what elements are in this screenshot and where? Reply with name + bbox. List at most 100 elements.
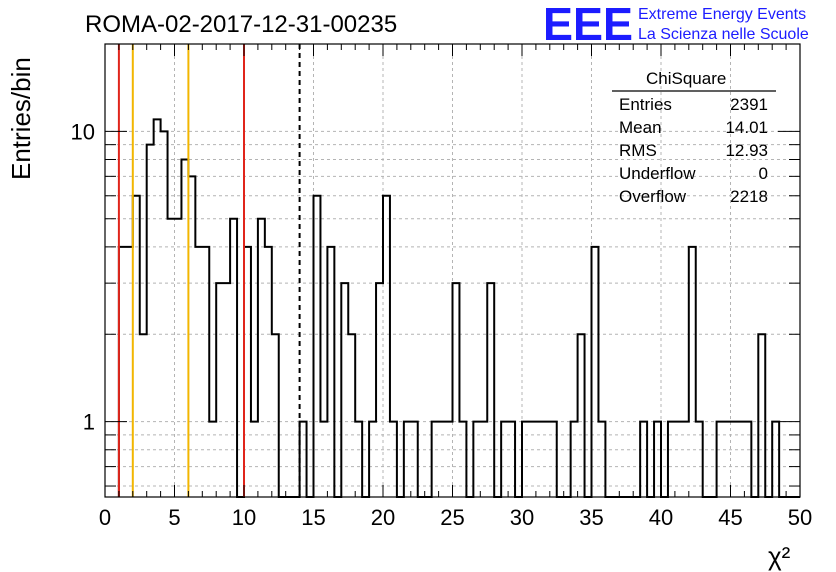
histogram-bin — [209, 422, 216, 497]
histogram-bin — [147, 145, 154, 497]
histogram-bin — [383, 196, 390, 497]
histogram-bin — [536, 422, 543, 497]
x-tick-label: 10 — [232, 505, 256, 530]
histogram-bin — [327, 247, 334, 497]
histogram-bin — [724, 422, 731, 497]
stats-value: 0 — [759, 164, 768, 183]
histogram-bin — [480, 422, 487, 497]
histogram-bin — [543, 422, 550, 497]
histogram-outline — [117, 118, 800, 498]
histogram-bin — [675, 422, 682, 497]
histogram-bin — [668, 422, 675, 497]
histogram-bin — [432, 422, 439, 497]
stats-label: Underflow — [619, 164, 696, 183]
histogram-bin — [133, 196, 140, 497]
histogram-bin — [161, 131, 168, 497]
histogram-bin — [446, 422, 453, 497]
histogram-bin — [390, 422, 397, 497]
histogram-bin — [320, 422, 327, 497]
histogram-bin — [522, 422, 529, 497]
histogram-bin — [529, 422, 536, 497]
histogram-bin — [578, 334, 585, 497]
x-tick-label: 50 — [788, 505, 812, 530]
histogram-bin — [188, 176, 195, 497]
y-tick-label: 10 — [71, 119, 95, 144]
histogram-bin — [341, 283, 348, 497]
vertical-lines-layer — [117, 44, 301, 497]
histogram-bin — [717, 422, 724, 497]
stats-label: Overflow — [619, 187, 687, 206]
histogram-bin — [376, 283, 383, 497]
x-tick-label: 45 — [718, 505, 742, 530]
histogram-bin — [689, 247, 696, 497]
x-tick-label: 35 — [579, 505, 603, 530]
chart-title: ROMA-02-2017-12-31-00235 — [85, 11, 397, 38]
x-tick-label: 40 — [649, 505, 673, 530]
histogram-bin — [453, 283, 460, 497]
histogram-bin — [175, 219, 182, 497]
logo-line2: La Scienza nelle Scuole — [638, 26, 809, 43]
histogram-bin — [571, 422, 578, 497]
x-tick-label: 20 — [371, 505, 395, 530]
ticks-layer: 0 5 10 15 20 25 30 35 40 45 50 1 10 — [71, 43, 812, 530]
histogram-bin — [682, 422, 689, 497]
histogram-bin — [265, 247, 272, 497]
histogram-bin — [314, 196, 321, 497]
stats-value: 14.01 — [725, 118, 768, 137]
histogram-bin — [404, 422, 411, 497]
histogram-bin — [501, 422, 508, 497]
histogram-bin — [654, 422, 661, 497]
eee-logo: EEE Extreme Energy Events La Scienza nel… — [543, 0, 809, 50]
histogram-bin — [216, 283, 223, 497]
histogram-bin — [459, 422, 466, 497]
y-axis-title: Entries/bin — [6, 57, 36, 180]
histogram-bin — [369, 422, 376, 497]
logo-line1: Extreme Energy Events — [638, 6, 806, 23]
x-axis-title: χ² — [768, 541, 791, 571]
histogram-bin — [300, 422, 307, 497]
stats-value: 2391 — [730, 95, 768, 114]
stats-box: ChiSquare Entries 2391 Mean 14.01 RMS 12.93 Un… — [612, 69, 776, 206]
stats-label: RMS — [619, 141, 657, 160]
y-tick-label: 1 — [83, 410, 95, 435]
histogram-bin — [126, 247, 133, 497]
stats-value: 2218 — [730, 187, 768, 206]
histogram-bin — [251, 422, 258, 497]
histogram-bin — [411, 422, 418, 497]
histogram-bin — [355, 422, 362, 497]
histogram-bin — [744, 422, 751, 497]
histogram-layer — [117, 118, 800, 498]
histogram-bin — [487, 283, 494, 497]
histogram-bin — [230, 219, 237, 497]
histogram-bin — [508, 422, 515, 497]
histogram-bin — [731, 422, 738, 497]
histogram-bin — [473, 422, 480, 497]
histogram-bin — [640, 422, 647, 497]
histogram-bin — [168, 219, 175, 497]
x-tick-label: 0 — [99, 505, 111, 530]
stats-rows: Entries 2391 Mean 14.01 RMS 12.93 Underflow 0 Ov… — [619, 95, 768, 206]
histogram-bin — [223, 283, 230, 497]
histogram-bin — [244, 247, 251, 497]
histogram-bin — [348, 334, 355, 497]
histogram-bin — [550, 422, 557, 497]
x-tick-label: 25 — [440, 505, 464, 530]
histogram-bin — [195, 247, 202, 497]
stats-value: 12.93 — [725, 141, 768, 160]
stats-label: Mean — [619, 118, 662, 137]
histogram-bin — [181, 160, 188, 497]
histogram-bin — [140, 334, 147, 497]
histogram-bin — [439, 422, 446, 497]
stats-label: Entries — [619, 95, 672, 114]
histogram-bin — [758, 334, 765, 497]
histogram-bin — [202, 247, 209, 497]
histogram-bin — [272, 334, 279, 497]
x-tick-label: 5 — [168, 505, 180, 530]
histogram-bin — [592, 247, 599, 497]
x-tick-label: 30 — [510, 505, 534, 530]
logo-mark: EEE — [543, 0, 633, 50]
histogram-bin — [772, 422, 779, 497]
histogram-bin — [737, 422, 744, 497]
histogram-bin — [154, 119, 161, 497]
